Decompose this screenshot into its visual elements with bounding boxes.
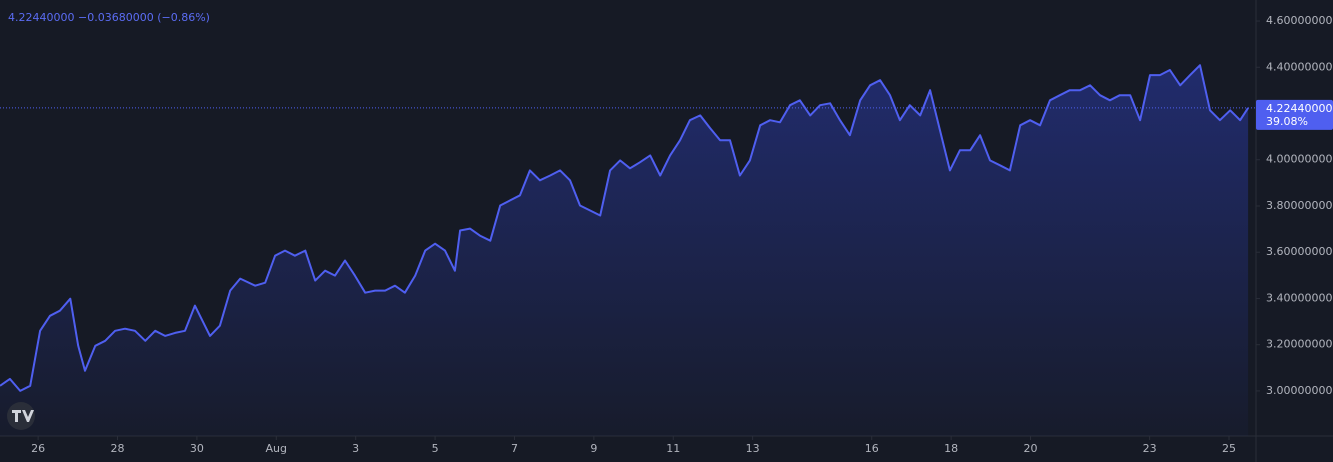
y-tick-label: 3.20000000 [1266,338,1332,351]
y-tick-label: 3.80000000 [1266,199,1332,212]
last-price-label: 4.22440000 [1266,102,1332,115]
header-price: 4.22440000 [8,11,74,24]
x-tick-label: 28 [111,442,125,455]
y-tick-label: 3.40000000 [1266,291,1332,304]
y-tick-label: 4.00000000 [1266,153,1332,166]
header-change: −0.03680000 (−0.86%) [78,11,210,24]
x-tick-label: 5 [432,442,439,455]
x-tick-label: 26 [31,442,45,455]
plot-area [0,64,1249,436]
x-tick-label: 3 [352,442,359,455]
x-tick-label: 11 [666,442,680,455]
logo [7,402,35,430]
price-line [0,64,1249,392]
x-tick-label: 9 [590,442,597,455]
x-tick-label: 13 [746,442,760,455]
x-tick-label: 7 [511,442,518,455]
y-tick-label: 4.40000000 [1266,60,1332,73]
y-tick-label: 3.60000000 [1266,245,1332,258]
y-tick-label: 4.60000000 [1266,14,1332,27]
x-tick-label: 30 [190,442,204,455]
x-tick-label: 20 [1024,442,1038,455]
last-price-box [1256,99,1333,130]
area-fill [0,65,1249,436]
x-tick-label: 25 [1222,442,1236,455]
x-tick-label: 16 [865,442,879,455]
y-tick-label: 3.00000000 [1266,384,1332,397]
x-tick-label: 23 [1143,442,1157,455]
x-tick-label: 18 [944,442,958,455]
x-tick-label: Aug [266,442,287,455]
last-change-percent: 39.08% [1266,115,1308,128]
